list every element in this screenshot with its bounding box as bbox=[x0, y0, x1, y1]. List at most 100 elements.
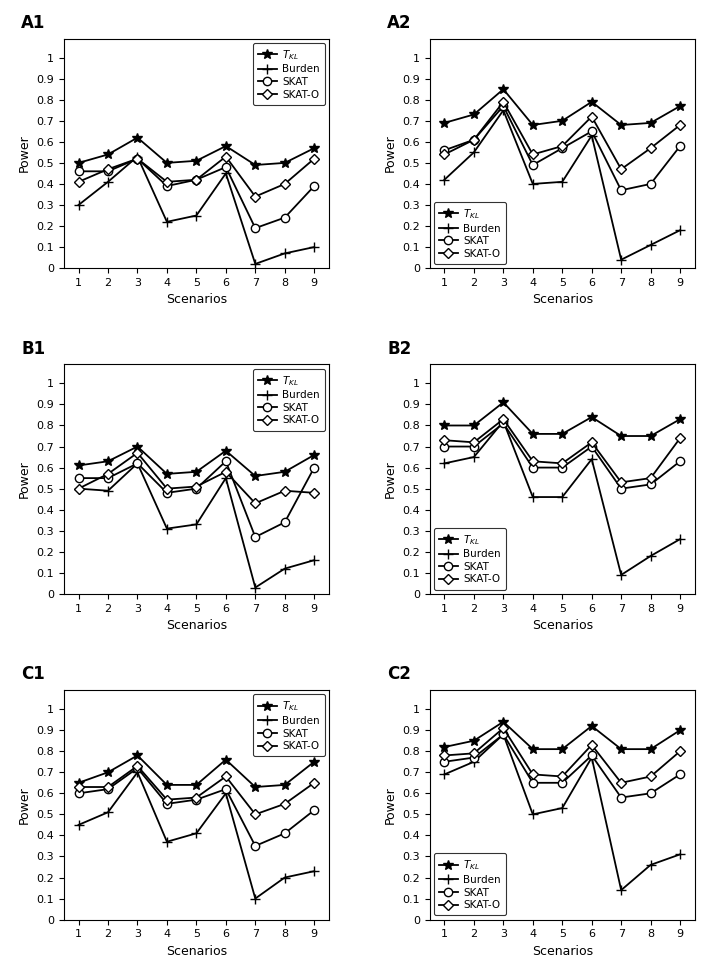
Burden bbox=[440, 174, 449, 186]
SKAT bbox=[133, 153, 142, 165]
Line: $T_{KL}$: $T_{KL}$ bbox=[440, 717, 685, 754]
Burden bbox=[499, 415, 508, 427]
Legend: $T_{KL}$, Burden, SKAT, SKAT-O: $T_{KL}$, Burden, SKAT, SKAT-O bbox=[434, 854, 506, 916]
Burden bbox=[617, 254, 625, 265]
X-axis label: Scenarios: Scenarios bbox=[166, 620, 227, 632]
SKAT-O bbox=[558, 458, 566, 469]
Y-axis label: Power: Power bbox=[18, 786, 30, 824]
$T_{KL}$ bbox=[310, 756, 318, 768]
$T_{KL}$ bbox=[192, 466, 201, 477]
SKAT bbox=[528, 159, 537, 170]
Line: SKAT-O: SKAT-O bbox=[75, 763, 318, 818]
SKAT bbox=[281, 212, 289, 224]
$T_{KL}$ bbox=[74, 777, 83, 789]
SKAT-O bbox=[558, 140, 566, 152]
SKAT bbox=[133, 458, 142, 469]
SKAT-O bbox=[588, 110, 596, 122]
SKAT bbox=[281, 517, 289, 529]
$T_{KL}$ bbox=[192, 779, 201, 791]
Burden bbox=[528, 178, 537, 190]
Burden bbox=[222, 472, 230, 484]
SKAT-O bbox=[310, 487, 318, 499]
$T_{KL}$ bbox=[469, 108, 478, 120]
SKAT-O bbox=[528, 149, 537, 161]
SKAT bbox=[588, 126, 596, 137]
Legend: $T_{KL}$, Burden, SKAT, SKAT-O: $T_{KL}$, Burden, SKAT, SKAT-O bbox=[434, 202, 506, 264]
Text: B1: B1 bbox=[21, 340, 45, 357]
$T_{KL}$ bbox=[617, 430, 625, 441]
$T_{KL}$ bbox=[558, 115, 566, 127]
Line: Burden: Burden bbox=[440, 106, 685, 264]
SKAT bbox=[647, 478, 655, 490]
SKAT-O bbox=[647, 472, 655, 484]
SKAT-O bbox=[588, 740, 596, 751]
SKAT-O bbox=[469, 747, 478, 759]
Line: SKAT-O: SKAT-O bbox=[441, 99, 683, 172]
SKAT-O bbox=[192, 174, 201, 186]
$T_{KL}$ bbox=[676, 724, 684, 736]
SKAT-O bbox=[647, 142, 655, 154]
SKAT bbox=[676, 140, 684, 152]
SKAT bbox=[133, 762, 142, 773]
SKAT-O bbox=[588, 437, 596, 448]
SKAT-O bbox=[528, 456, 537, 468]
SKAT-O bbox=[281, 178, 289, 190]
$T_{KL}$ bbox=[281, 157, 289, 168]
Burden bbox=[74, 819, 83, 831]
Burden bbox=[74, 199, 83, 211]
Burden bbox=[647, 859, 655, 870]
Line: $T_{KL}$: $T_{KL}$ bbox=[74, 750, 319, 792]
Burden bbox=[617, 885, 625, 896]
$T_{KL}$ bbox=[440, 420, 449, 432]
Burden bbox=[469, 756, 478, 768]
SKAT bbox=[588, 749, 596, 761]
$T_{KL}$ bbox=[104, 456, 112, 468]
SKAT bbox=[499, 417, 508, 429]
$T_{KL}$ bbox=[558, 743, 566, 755]
SKAT bbox=[104, 166, 112, 177]
SKAT-O bbox=[676, 745, 684, 757]
$T_{KL}$ bbox=[499, 83, 508, 95]
SKAT bbox=[469, 134, 478, 145]
Text: C1: C1 bbox=[21, 665, 45, 683]
Legend: $T_{KL}$, Burden, SKAT, SKAT-O: $T_{KL}$, Burden, SKAT, SKAT-O bbox=[253, 43, 325, 105]
$T_{KL}$ bbox=[162, 779, 171, 791]
Burden bbox=[440, 458, 449, 469]
Burden bbox=[251, 892, 259, 904]
SKAT bbox=[528, 777, 537, 789]
$T_{KL}$ bbox=[74, 460, 83, 471]
Burden bbox=[499, 105, 508, 116]
Burden bbox=[133, 458, 142, 469]
Line: SKAT-O: SKAT-O bbox=[441, 415, 683, 486]
SKAT-O bbox=[310, 153, 318, 165]
SKAT-O bbox=[469, 437, 478, 448]
$T_{KL}$ bbox=[528, 743, 537, 755]
$T_{KL}$ bbox=[162, 157, 171, 168]
$T_{KL}$ bbox=[162, 469, 171, 480]
$T_{KL}$ bbox=[676, 413, 684, 425]
$T_{KL}$ bbox=[281, 466, 289, 477]
SKAT-O bbox=[74, 483, 83, 495]
$T_{KL}$ bbox=[104, 767, 112, 778]
Burden bbox=[676, 533, 684, 545]
Line: SKAT: SKAT bbox=[440, 102, 684, 195]
Line: $T_{KL}$: $T_{KL}$ bbox=[440, 84, 685, 130]
Burden bbox=[588, 453, 596, 465]
X-axis label: Scenarios: Scenarios bbox=[166, 945, 227, 958]
$T_{KL}$ bbox=[440, 741, 449, 753]
Y-axis label: Power: Power bbox=[18, 461, 30, 498]
Burden bbox=[192, 210, 201, 222]
Burden bbox=[469, 146, 478, 158]
$T_{KL}$ bbox=[469, 735, 478, 746]
SKAT-O bbox=[222, 151, 230, 163]
SKAT bbox=[162, 487, 171, 499]
$T_{KL}$ bbox=[528, 428, 537, 439]
Burden bbox=[104, 806, 112, 818]
Line: Burden: Burden bbox=[74, 459, 319, 592]
Line: $T_{KL}$: $T_{KL}$ bbox=[440, 398, 685, 440]
$T_{KL}$ bbox=[222, 445, 230, 457]
SKAT bbox=[499, 729, 508, 741]
SKAT-O bbox=[162, 794, 171, 805]
SKAT-O bbox=[281, 798, 289, 809]
SKAT bbox=[251, 840, 259, 852]
